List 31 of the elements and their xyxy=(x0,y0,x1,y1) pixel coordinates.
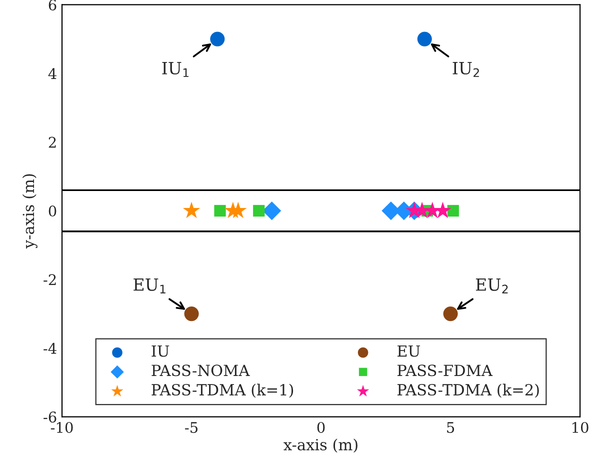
y-tick-label: -6 xyxy=(44,412,56,423)
point xyxy=(184,306,199,322)
legend-label: PASS-TDMA (k=2) xyxy=(397,384,539,398)
x-tick-label: 10 xyxy=(572,422,588,433)
point xyxy=(214,204,226,217)
legend-label: PASS-TDMA (k=1) xyxy=(152,384,294,398)
y-tick-label: -4 xyxy=(44,342,56,354)
point xyxy=(447,204,459,217)
x-tick-label: 5 xyxy=(447,422,454,433)
legend-label: PASS-NOMA xyxy=(152,364,250,376)
y-tick-label: 0 xyxy=(48,205,56,217)
point xyxy=(417,32,432,46)
x-tick-label: -5 xyxy=(185,422,198,433)
legend-label: PASS-FDMA xyxy=(397,364,493,376)
y-tick-label: 2 xyxy=(48,136,56,148)
legend-label: EU xyxy=(397,345,420,357)
x-tick-label: 0 xyxy=(317,422,325,433)
point xyxy=(253,204,265,217)
annotation: EU$_{2}$ xyxy=(476,278,508,294)
y-axis-title: y-axis (m) xyxy=(22,174,38,249)
annotation: EU$_{1}$ xyxy=(134,278,166,294)
annotation: IU$_{1}$ xyxy=(162,62,188,77)
x-tick-label: -10 xyxy=(50,422,73,433)
point xyxy=(210,32,225,46)
legend-label: IU xyxy=(152,345,170,357)
annotation: IU$_{2}$ xyxy=(452,62,479,77)
point xyxy=(182,202,200,218)
y-tick-label: -2 xyxy=(44,274,56,285)
y-tick-label: 4 xyxy=(48,68,56,79)
x-axis-title: x-axis (m) xyxy=(284,438,358,453)
point xyxy=(443,306,458,322)
